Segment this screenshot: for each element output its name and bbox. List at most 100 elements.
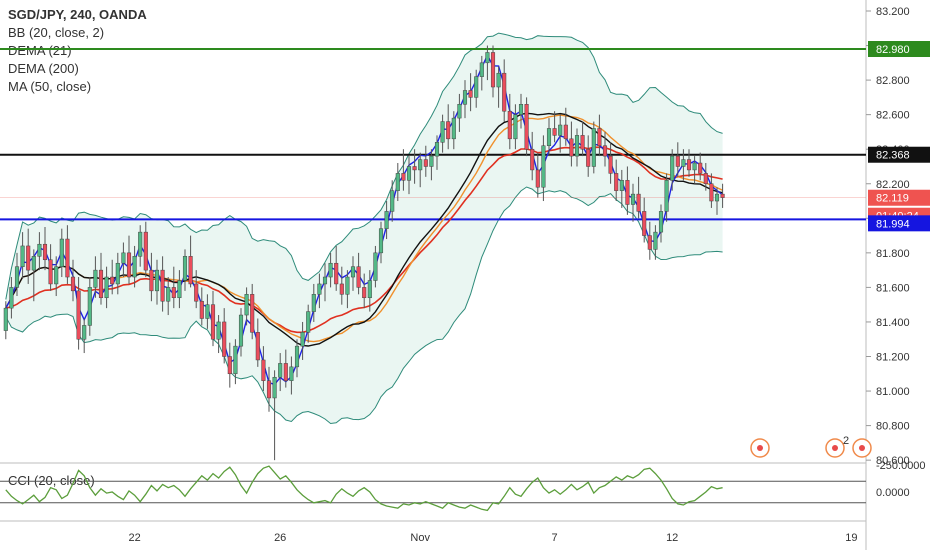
candle-body <box>524 104 529 150</box>
candle-body <box>479 62 484 77</box>
candle-body <box>440 121 445 143</box>
candle-body <box>619 180 624 191</box>
event-marker-dot <box>859 445 865 451</box>
price-tick-label: 81.000 <box>876 386 910 398</box>
price-tick-label: 80.600 <box>876 455 910 467</box>
candle-body <box>26 245 31 271</box>
candle-body <box>625 180 630 205</box>
time-tick-label: 26 <box>274 532 286 544</box>
candle-body <box>367 280 372 299</box>
candle-body <box>31 256 36 271</box>
candle-body <box>513 114 518 140</box>
time-tick-label: Nov <box>410 532 430 544</box>
event-marker-dot <box>757 445 763 451</box>
bollinger-basis-line <box>5 112 723 347</box>
candle-body <box>502 72 507 112</box>
price-tick-label: 81.200 <box>876 352 910 364</box>
candle-body <box>401 173 406 181</box>
candle-body <box>3 307 8 331</box>
candle-body <box>82 325 87 340</box>
candle-body <box>535 169 540 188</box>
price-tag-last-bg <box>868 189 930 206</box>
candle-body <box>322 276 328 285</box>
candle-body <box>210 304 216 340</box>
candle-body <box>709 183 714 202</box>
event-count-badge: 2 <box>843 435 849 447</box>
candle-body <box>350 266 356 278</box>
candle-body <box>261 359 266 381</box>
candle-body <box>653 231 658 250</box>
candle-body <box>283 363 288 381</box>
candle-body <box>406 166 412 181</box>
candle-body <box>227 356 232 375</box>
price-tag-blue-bg <box>868 215 930 232</box>
cci-tick-label: -250.0000 <box>876 460 926 472</box>
price-tick-label: 82.600 <box>876 110 910 122</box>
candle-body <box>76 290 81 340</box>
time-tick-label: 22 <box>128 532 140 544</box>
price-tag-green-bg <box>868 41 930 58</box>
price-tick-label: 82.200 <box>876 179 910 191</box>
candle-body <box>138 231 143 257</box>
candle-body <box>121 252 126 264</box>
time-tick-label: 19 <box>845 532 857 544</box>
candle-body <box>434 142 440 157</box>
legend-dema21: DEMA (21) <box>8 43 72 58</box>
candle-body <box>647 235 652 250</box>
candle-body <box>468 90 473 98</box>
candle-body <box>586 148 591 167</box>
candle-body <box>294 345 300 368</box>
time-tick-label: 7 <box>552 532 558 544</box>
price-tick-label: 82.800 <box>876 75 910 87</box>
candle-body <box>272 376 277 399</box>
candle-body <box>110 276 115 285</box>
candle-body <box>233 345 238 375</box>
candle-body <box>93 269 98 288</box>
price-tag-black: 82.368 <box>876 150 910 162</box>
candle-body <box>345 276 350 295</box>
bollinger-fill <box>5 33 723 424</box>
candle-body <box>670 155 675 181</box>
candle-body <box>496 72 501 88</box>
candle-body <box>457 104 462 119</box>
candle-body <box>664 180 669 212</box>
candle-body <box>14 266 20 288</box>
candle-body <box>300 332 305 347</box>
candle-body <box>149 269 154 292</box>
candle-body <box>597 128 602 146</box>
bollinger-upper-band <box>5 32 723 300</box>
candle-body <box>390 190 395 212</box>
candle-body <box>418 159 423 171</box>
candle-body <box>98 269 104 299</box>
candle-body <box>507 110 512 140</box>
price-tick-label: 81.600 <box>876 282 910 294</box>
candle-body <box>339 283 344 295</box>
candle-body <box>143 231 148 271</box>
time-tick-label: 12 <box>666 532 678 544</box>
candle-body <box>692 162 697 171</box>
candle-body <box>115 262 120 285</box>
candle-body <box>9 287 14 309</box>
candle-body <box>205 304 210 319</box>
candle-body <box>580 135 585 150</box>
event-marker-dot <box>832 445 838 451</box>
candle-body <box>636 193 641 212</box>
candle-body <box>395 173 400 191</box>
candle-body <box>614 173 619 191</box>
candle-body <box>451 117 456 140</box>
candle-body <box>54 266 59 285</box>
price-tag-black-bg <box>868 146 930 163</box>
legend-dema200: DEMA (200) <box>8 61 79 76</box>
candle-body <box>373 252 378 281</box>
price-tick-label: 81.400 <box>876 317 910 329</box>
candle-body <box>574 135 580 157</box>
candle-body <box>132 256 137 278</box>
candle-body <box>59 238 64 267</box>
candle-body <box>244 294 249 316</box>
candle-body <box>278 363 283 378</box>
candle-body <box>334 262 339 285</box>
legend-symbol: SGD/JPY, 240, OANDA <box>8 7 147 22</box>
candle-body <box>216 321 221 340</box>
candle-body <box>558 124 563 136</box>
